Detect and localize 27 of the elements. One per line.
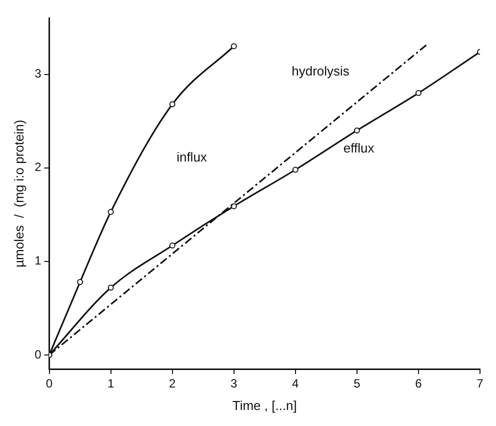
x-tick-label: 0: [46, 376, 53, 391]
y-tick-label: 1: [34, 254, 42, 268]
point: [354, 127, 360, 134]
point: [108, 208, 114, 215]
y-tick-label: 2: [34, 160, 42, 174]
x-tick-label: 6: [415, 376, 422, 391]
x-tick-label: 7: [476, 376, 484, 391]
point: [169, 101, 176, 108]
x-tick-label: 4: [292, 376, 300, 391]
point: [292, 166, 298, 173]
y-tick-label: 3: [34, 66, 42, 81]
x-axis-title: Time , [...n]: [232, 398, 297, 413]
point: [230, 43, 237, 50]
series-label: hydrolysis: [292, 64, 350, 79]
text: influx: [176, 150, 208, 165]
point: [77, 279, 84, 285]
series-label: efflux: [343, 140, 375, 156]
y-axis-title: µmoles / (mg i:o protein): [11, 120, 26, 268]
x-tick-label: 5: [354, 376, 361, 391]
x-tick-label: 1: [107, 376, 114, 391]
x-tick-label: 2: [168, 376, 176, 391]
y-tick-label: 0: [34, 347, 42, 362]
point: [169, 242, 176, 249]
point: [415, 90, 422, 96]
point: [108, 284, 114, 291]
point: [230, 203, 237, 210]
x-tick-label: 3: [230, 376, 238, 391]
